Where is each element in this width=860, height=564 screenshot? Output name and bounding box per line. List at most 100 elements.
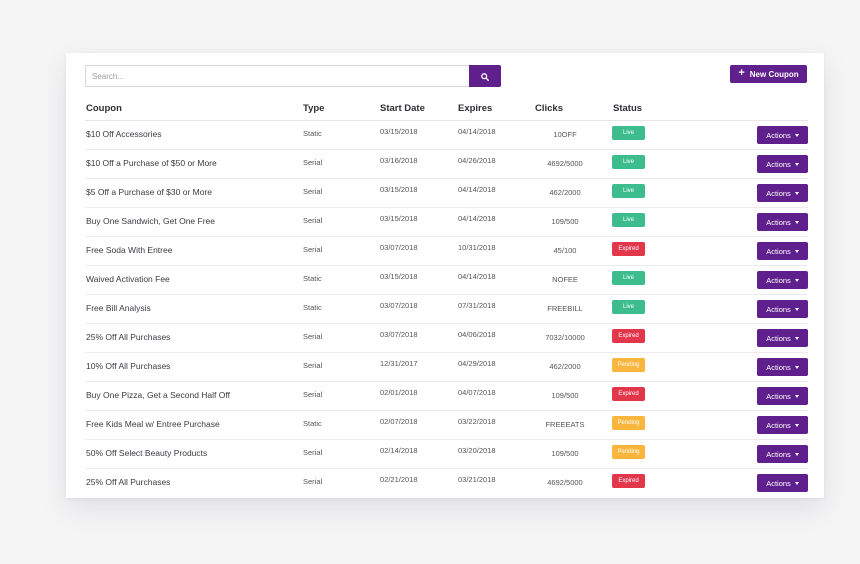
expires-date: 04/07/2018: [458, 388, 496, 397]
coupon-type: Serial: [303, 187, 323, 196]
expires-date: 04/26/2018: [458, 156, 496, 165]
coupon-name[interactable]: Free Kids Meal w/ Entree Purchase: [86, 419, 220, 429]
start-date: 03/15/2018: [380, 185, 418, 194]
clicks-value: 109/500: [551, 391, 579, 400]
status-badge: Live: [612, 300, 645, 314]
chevron-down-icon: [794, 423, 799, 427]
column-header-start-date[interactable]: Start Date: [380, 103, 425, 114]
start-date: 03/15/2018: [380, 272, 418, 281]
expires-date: 04/14/2018: [458, 185, 496, 194]
actions-dropdown-button[interactable]: Actions: [757, 300, 808, 318]
actions-label: Actions: [766, 449, 791, 459]
coupon-name[interactable]: Waived Activation Fee: [86, 274, 170, 284]
clicks-value: 462/2000: [549, 362, 581, 371]
status-badge: Expired: [612, 329, 645, 343]
start-date: 03/07/2018: [380, 330, 418, 339]
status-badge: Expired: [612, 474, 645, 488]
actions-dropdown-button[interactable]: Actions: [757, 271, 808, 289]
chevron-down-icon: [794, 452, 799, 456]
table-row: Buy One Pizza, Get a Second Half Off Seri…: [85, 382, 808, 411]
chevron-down-icon: [794, 249, 799, 253]
coupon-name[interactable]: $10 Off Accessories: [86, 129, 162, 139]
start-date: 03/15/2018: [380, 214, 418, 223]
clicks-value: FREEEATS: [545, 420, 585, 429]
start-date: 02/21/2018: [380, 475, 418, 484]
actions-dropdown-button[interactable]: Actions: [757, 126, 808, 144]
table-row: $10 Off Accessories Static 03/15/2018 04/14…: [85, 121, 808, 150]
coupon-name[interactable]: Buy One Pizza, Get a Second Half Off: [86, 390, 230, 400]
chevron-down-icon: [794, 278, 799, 282]
coupon-type: Static: [303, 274, 322, 283]
coupon-table: Coupon Type Start Date Expires Clicks St…: [85, 97, 808, 498]
expires-date: 04/14/2018: [458, 127, 496, 136]
coupon-name[interactable]: Free Bill Analysis: [86, 303, 151, 313]
coupon-name[interactable]: Free Soda With Entree: [86, 245, 173, 255]
expires-date: 04/06/2018: [458, 330, 496, 339]
coupon-type: Static: [303, 419, 322, 428]
search-button[interactable]: [469, 65, 501, 87]
coupon-type: Serial: [303, 390, 323, 399]
plus-icon: +: [738, 67, 745, 79]
column-header-expires[interactable]: Expires: [458, 103, 493, 114]
coupon-name[interactable]: Buy One Sandwich, Get One Free: [86, 216, 215, 226]
coupon-type: Serial: [303, 245, 323, 254]
coupon-name[interactable]: 25% Off All Purchases: [86, 477, 171, 487]
expires-date: 04/14/2018: [458, 214, 496, 223]
clicks-value: 10OFF: [553, 130, 577, 139]
chevron-down-icon: [794, 365, 799, 369]
start-date: 02/01/2018: [380, 388, 418, 397]
clicks-value: 109/500: [551, 449, 579, 458]
coupon-name[interactable]: $10 Off a Purchase of $50 or More: [86, 158, 217, 168]
search-icon: [481, 69, 489, 84]
chevron-down-icon: [794, 394, 799, 398]
actions-dropdown-button[interactable]: Actions: [757, 184, 808, 202]
status-badge: Live: [612, 126, 645, 140]
actions-label: Actions: [766, 420, 791, 430]
expires-date: 10/31/2018: [458, 243, 496, 252]
actions-dropdown-button[interactable]: Actions: [757, 358, 808, 376]
table-row: $10 Off a Purchase of $50 or More Serial 0…: [85, 150, 808, 179]
actions-label: Actions: [766, 217, 791, 227]
coupon-type: Serial: [303, 158, 323, 167]
column-header-type[interactable]: Type: [303, 103, 325, 114]
new-coupon-label: New Coupon: [749, 69, 799, 79]
coupon-name[interactable]: 50% Off Select Beauty Products: [86, 448, 208, 458]
actions-label: Actions: [766, 188, 791, 198]
status-badge: Live: [612, 155, 645, 169]
coupon-name[interactable]: $5 Off a Purchase of $30 or More: [86, 187, 212, 197]
coupon-panel: + New Coupon Coupon Type Start Date Expi…: [66, 53, 824, 498]
new-coupon-button[interactable]: + New Coupon: [730, 65, 807, 83]
actions-dropdown-button[interactable]: Actions: [757, 242, 808, 260]
search-input[interactable]: [85, 65, 469, 87]
actions-dropdown-button[interactable]: Actions: [757, 387, 808, 405]
chevron-down-icon: [794, 336, 799, 340]
expires-date: 03/21/2018: [458, 475, 496, 484]
table-header: Coupon Type Start Date Expires Clicks St…: [85, 97, 808, 121]
table-row: $5 Off a Purchase of $30 or More Serial 03…: [85, 179, 808, 208]
clicks-value: 4692/5000: [547, 159, 583, 168]
actions-label: Actions: [766, 362, 791, 372]
actions-label: Actions: [766, 246, 791, 256]
actions-dropdown-button[interactable]: Actions: [757, 155, 808, 173]
expires-date: 04/29/2018: [458, 359, 496, 368]
clicks-value: FREEBILL: [547, 304, 583, 313]
expires-date: 03/20/2018: [458, 446, 496, 455]
start-date: 02/07/2018: [380, 417, 418, 426]
status-badge: Pending: [612, 445, 645, 459]
start-date: 03/16/2018: [380, 156, 418, 165]
actions-dropdown-button[interactable]: Actions: [757, 445, 808, 463]
column-header-coupon[interactable]: Coupon: [86, 103, 122, 114]
actions-label: Actions: [766, 275, 791, 285]
clicks-value: 4692/5000: [547, 478, 583, 487]
actions-dropdown-button[interactable]: Actions: [757, 329, 808, 347]
chevron-down-icon: [794, 191, 799, 195]
actions-dropdown-button[interactable]: Actions: [757, 416, 808, 434]
coupon-name[interactable]: 10% Off All Purchases: [86, 361, 171, 371]
actions-dropdown-button[interactable]: Actions: [757, 474, 808, 492]
actions-dropdown-button[interactable]: Actions: [757, 213, 808, 231]
actions-label: Actions: [766, 391, 791, 401]
column-header-status[interactable]: Status: [613, 103, 643, 114]
expires-date: 07/31/2018: [458, 301, 496, 310]
coupon-name[interactable]: 25% Off All Purchases: [86, 332, 171, 342]
column-header-clicks[interactable]: Clicks: [535, 103, 563, 114]
